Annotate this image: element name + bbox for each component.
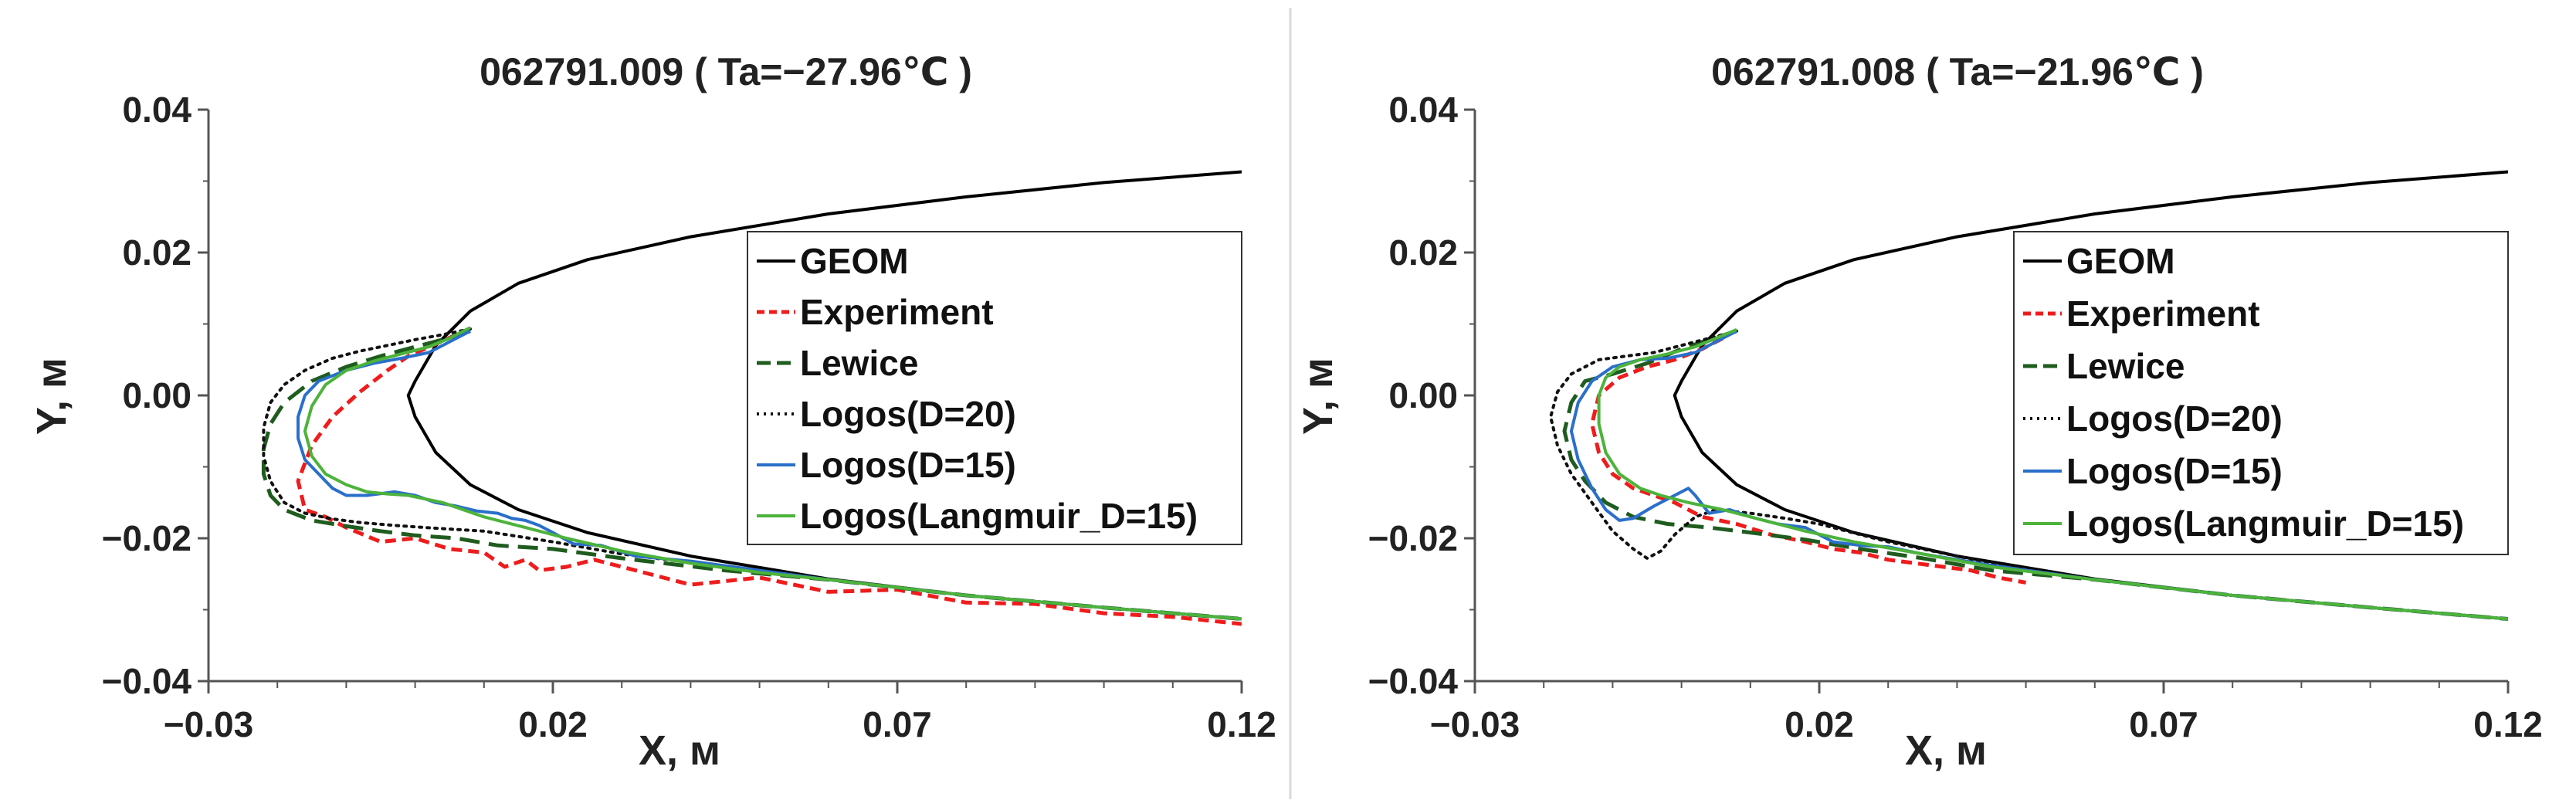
chart-2-legend-label: Logos(Langmuir_D=15) [2066,504,2464,544]
chart-1-series-layer [261,170,1242,626]
chart-1-legend-label: GEOM [800,241,909,281]
chart-1-y-tick-label: −0.04 [102,661,192,701]
chart-2-legend-label: GEOM [2066,241,2175,281]
chart-1-y-tick-label: −0.02 [102,518,192,558]
chart-1-legend-label: Lewice [800,343,918,383]
chart-1-x-tick-label: −0.03 [164,704,253,744]
chart-1-series-logos-d-20 [262,327,1242,621]
chart-1-y-tick-label: 0.00 [122,375,192,415]
chart-1-legend: GEOM Experiment Lewice Logos(D=20) Logos(D=1… [747,231,1242,545]
chart-1-legend-label: Logos(Langmuir_D=15) [800,496,1198,536]
chart-2-title: 062791.008 ( Ta=−21.96℃ ) [1711,50,2204,93]
chart-1-y-tick-label: 0.04 [122,90,192,130]
chart-2-x-tick-label: 0.02 [1785,704,1854,744]
chart-2-x-tick-label: 0.12 [2473,704,2543,744]
chart-2-y-tick-label: −0.04 [1368,661,1459,701]
chart-1-legend-box [747,231,1242,545]
chart-2-y-axis-label: Y, м [1295,358,1341,435]
chart-panel-2: 062791.008 ( Ta=−21.96℃ ) 0.04 0.02 0.00 −0… [1295,50,2543,774]
chart-panel-1: 062791.009 ( Ta=−27.96℃ ) 0.04 0.02 0.00 −0… [29,50,1276,774]
chart-2-x-tick-label: 0.07 [2129,704,2198,744]
chart-1-x-axis-label: X, м [639,727,720,774]
chart-1-series-lewice [261,329,1242,621]
chart-1-x-tick-label: 0.07 [863,704,932,744]
chart-1-x-tick-label: 0.02 [518,704,588,744]
chart-2-y-tick-label: 0.04 [1388,90,1458,130]
chart-2-x-axis-label: X, м [1905,727,1987,774]
chart-2-legend-label: Logos(D=20) [2066,398,2283,439]
chart-1-series-geom [406,170,1242,621]
chart-2-legend-label: Experiment [2066,293,2260,334]
chart-2-legend-box [2013,231,2509,555]
chart-1-series-logos-langmuir-d-15 [303,326,1242,621]
chart-2-y-tick-label: 0.00 [1388,375,1458,415]
chart-2-legend-label: Lewice [2066,346,2185,386]
chart-1-axes: 0.04 0.02 0.00 −0.02 −0.04−0.03 0.02 0.07 0.12 [102,90,1276,744]
chart-2-x-tick-label: −0.03 [1430,704,1520,744]
chart-1-y-axis-label: Y, м [29,358,75,435]
chart-2-legend-label: Logos(D=15) [2066,451,2283,491]
chart-2-series-logos-langmuir-d-15 [1597,328,2508,621]
chart-1-title: 062791.009 ( Ta=−27.96℃ ) [480,50,972,93]
chart-2-y-tick-label: −0.02 [1368,518,1458,558]
chart-1-legend-label: Logos(D=20) [800,394,1016,434]
chart-1-legend-label: Logos(D=15) [800,445,1016,485]
chart-1-x-tick-label: 0.12 [1207,704,1276,744]
chart-2-series-logos-d-20 [1549,329,2508,621]
chart-1-series-experiment [296,333,1242,626]
chart-2-series-experiment [1590,336,2027,585]
chart-2-series-layer [1549,170,2508,621]
chart-1-legend-label: Experiment [800,292,994,332]
chart-2-axes: 0.04 0.02 0.00 −0.02 −0.04−0.03 0.02 0.07 0.12 [1368,90,2543,744]
chart-2-legend: GEOM Experiment Lewice Logos(D=20) Logos(D=1… [2013,231,2509,555]
chart-2-y-tick-label: 0.02 [1388,232,1458,273]
chart-1-y-tick-label: 0.02 [122,232,192,273]
